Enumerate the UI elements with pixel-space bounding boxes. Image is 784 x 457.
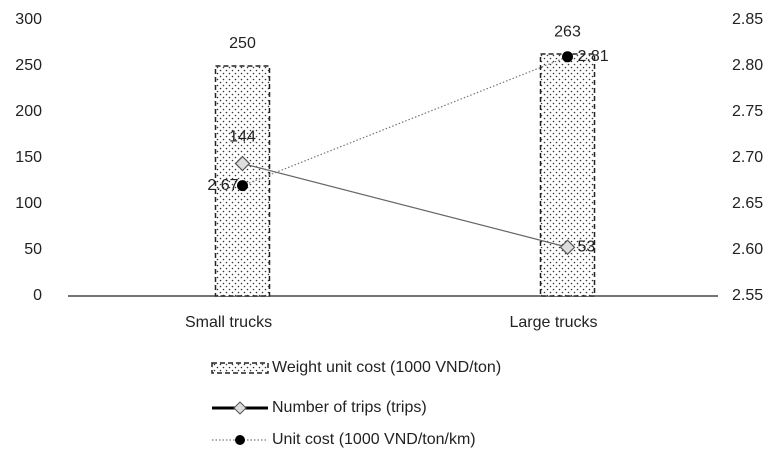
y2-tick-label: 2.85 <box>732 11 763 28</box>
data-label: 144 <box>229 129 256 146</box>
y-tick-label: 150 <box>15 149 42 166</box>
y2-tick-label: 2.55 <box>732 287 763 304</box>
legend-swatch <box>211 362 269 374</box>
y2-tick-label: 2.60 <box>732 241 763 258</box>
legend-marker <box>233 401 247 415</box>
point <box>234 155 251 172</box>
y2-tick-label: 2.70 <box>732 149 763 166</box>
y2-tick-label: 2.65 <box>732 195 763 212</box>
data-label: 263 <box>554 23 581 40</box>
legend-label: Weight unit cost (1000 VND/ton) <box>272 359 501 376</box>
legend-label: Unit cost (1000 VND/ton/km) <box>272 431 476 448</box>
y-tick-label: 0 <box>33 287 42 304</box>
line <box>242 56 568 187</box>
point <box>237 180 248 192</box>
point <box>562 51 573 63</box>
y-tick-label: 200 <box>15 103 42 120</box>
data-label: 2.81 <box>578 48 609 65</box>
y2-tick-label: 2.80 <box>732 57 763 74</box>
data-label: 2.67 <box>207 177 238 194</box>
line <box>242 162 568 248</box>
legend-label: Number of trips (trips) <box>272 399 427 416</box>
legend-marker <box>235 435 245 445</box>
y2-tick-label: 2.75 <box>732 103 763 120</box>
point <box>559 239 576 256</box>
y-tick-label: 250 <box>15 57 42 74</box>
y-tick-label: 100 <box>15 195 42 212</box>
bar <box>539 53 596 297</box>
data-label: 250 <box>229 35 256 52</box>
y-tick-label: 50 <box>24 241 42 258</box>
x-tick-label: Small trucks <box>185 314 272 331</box>
data-label: 53 <box>578 238 596 255</box>
x-tick-label: Large trucks <box>509 314 597 331</box>
y-tick-label: 300 <box>15 11 42 28</box>
